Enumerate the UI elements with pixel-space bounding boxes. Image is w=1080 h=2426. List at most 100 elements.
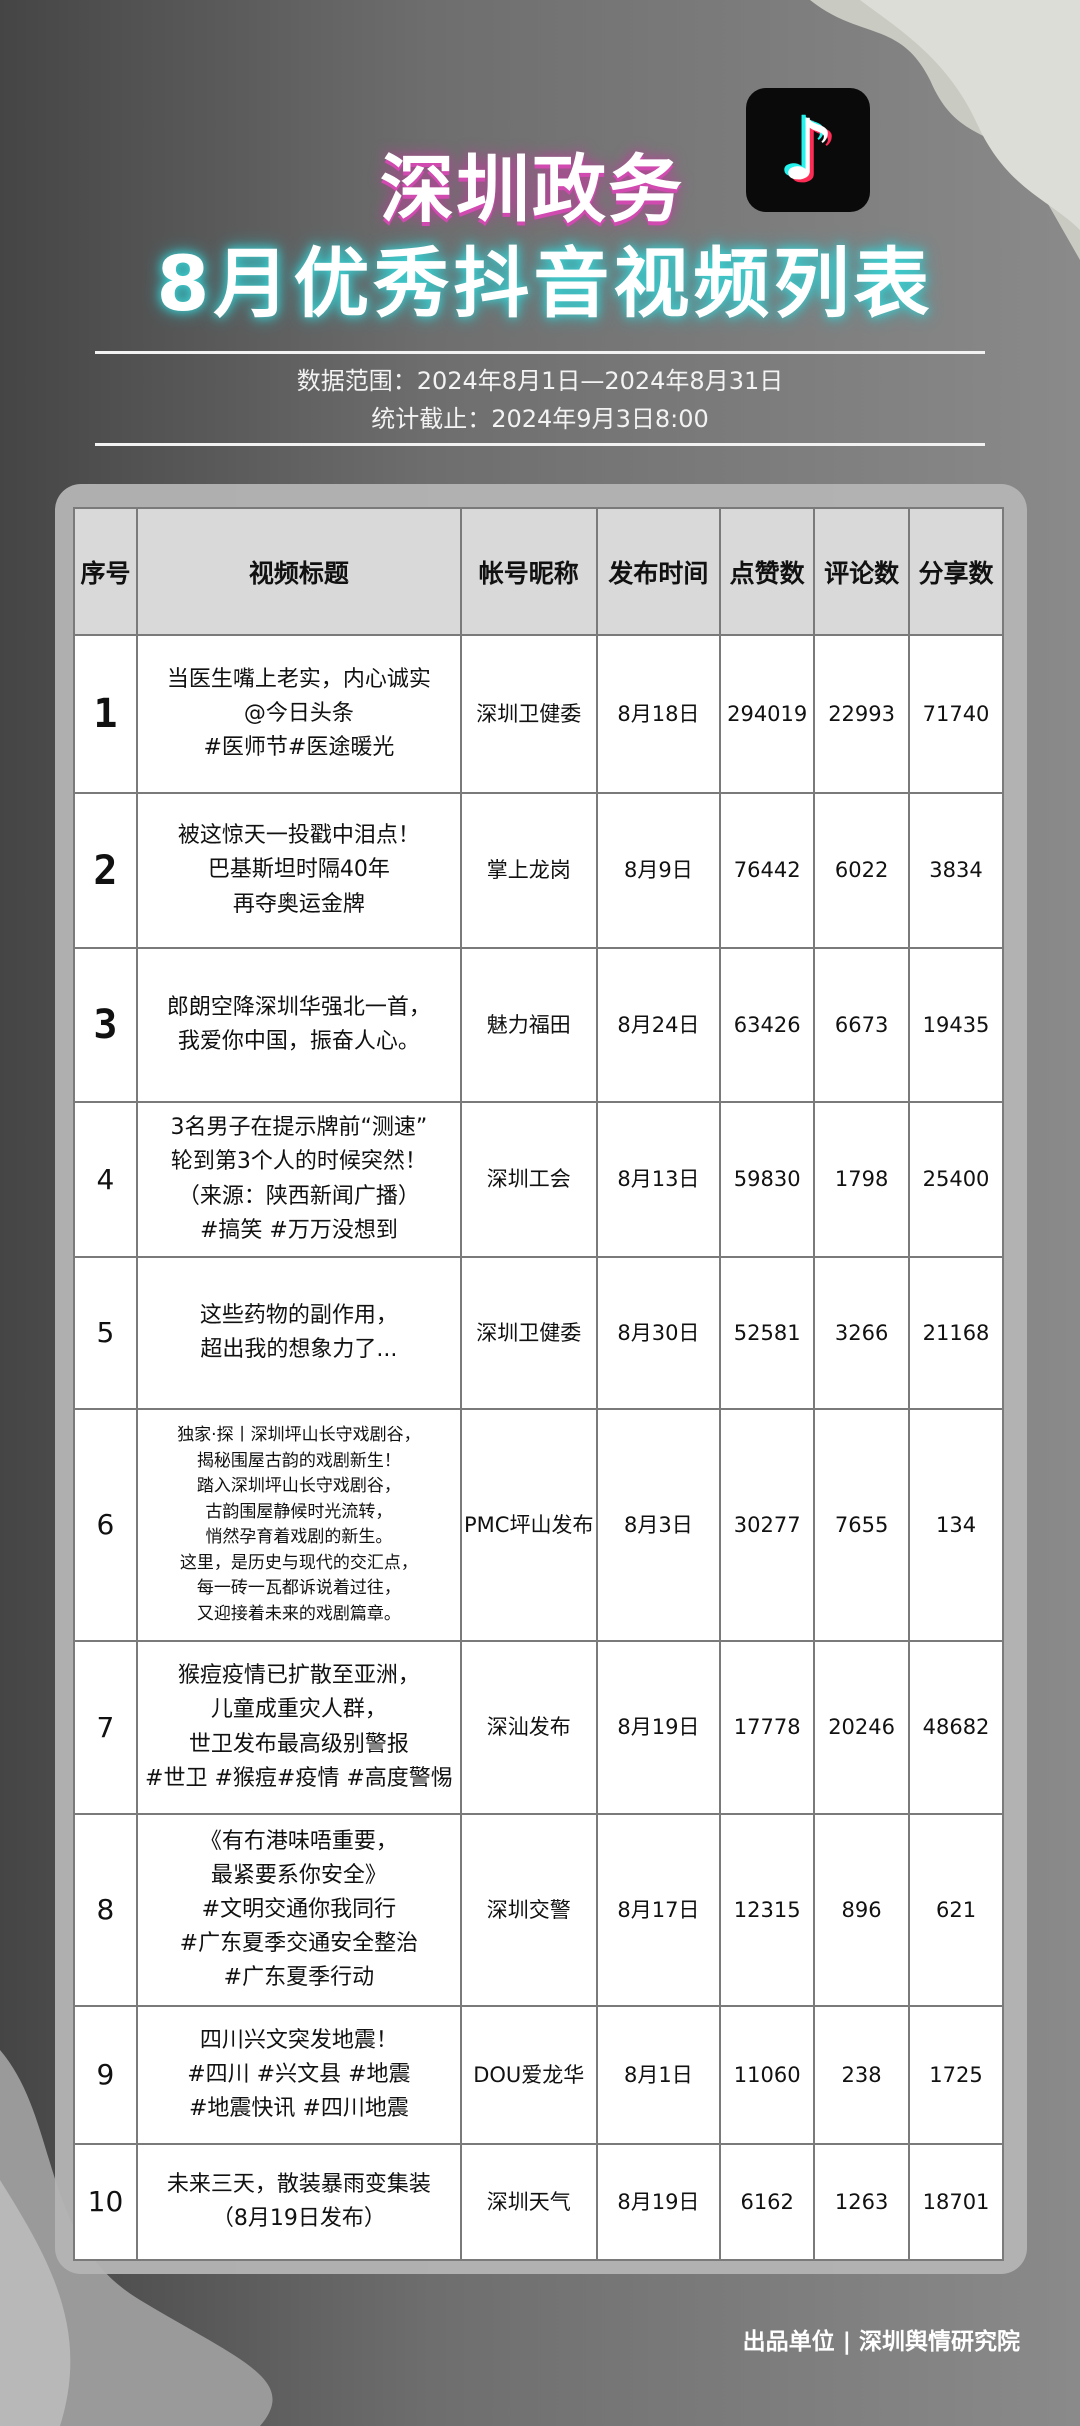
video-title-line: 巴基斯坦时隔40年 — [207, 857, 390, 883]
likes-cell: 52581 — [719, 1256, 816, 1410]
comments-cell: 1263 — [813, 2143, 911, 2261]
video-title-line: （8月19日发布） — [211, 2206, 386, 2231]
data-range-text: 数据范围：2024年8月1日—2024年8月31日 — [296, 367, 784, 395]
account-cell: PMC坪山发布 — [459, 1408, 598, 1642]
video-title-line: （来源：陕西新闻广播） — [177, 1183, 420, 1209]
col-header-shares: 分享数 — [908, 507, 1004, 636]
title-line-2: 8月优秀抖音视频列表 — [156, 239, 934, 328]
col-header-account: 帐号昵称 — [459, 507, 598, 636]
video-title-line: 再夺奥运金牌 — [232, 891, 365, 917]
comments-cell: 6673 — [813, 947, 911, 1103]
comments-cell: 3266 — [813, 1256, 911, 1410]
producer-credit: 出品单位 | 深圳舆情研究院 — [742, 2329, 1020, 2355]
title-line-1: 深圳政务 — [380, 147, 684, 233]
video-title-line: 《有冇港味唔重要， — [199, 1828, 398, 1854]
account-cell: 深圳卫健委 — [459, 1256, 598, 1410]
video-title-line: 悄然孕育着戏剧的新生。 — [205, 1527, 393, 1547]
video-title-cell: 未来三天，散装暴雨变集装 （8月19日发布） — [135, 2143, 462, 2261]
table-row: 4 3名男子在提示牌前“测速” 轮到第3个人的时候突然！ （来源：陕西新闻广播） #搞笑… — [73, 1101, 1004, 1258]
tiktok-logo-icon: ♪ — [746, 88, 870, 212]
video-title-cell: 猴痘疫情已扩散至亚洲， 儿童成重灾人群， 世卫发布最高级别警报 #世卫 #猴痘#疫情 … — [135, 1640, 462, 1815]
date-cell: 8月9日 — [595, 792, 722, 949]
video-title-cell: 当医生嘴上老实，内心诚实 @今日头条 #医师节#医途暖光 — [135, 634, 462, 794]
video-title-line: 踏入深圳坪山长守戏剧谷， — [196, 1476, 401, 1496]
likes-cell: 17778 — [719, 1640, 816, 1815]
video-title-line: 3名男子在提示牌前“测速” — [170, 1115, 428, 1141]
shares-cell: 71740 — [908, 634, 1004, 794]
video-title-cell: 四川兴文突发地震！ #四川 #兴文县 #地震 #地震快讯 #四川地震 — [135, 2005, 462, 2145]
table-header-row: 序号 视频标题 帐号昵称 发布时间 点赞数 评论数 分享数 — [73, 507, 1004, 636]
video-title-line: 独家·探丨深圳坪山长守戏剧谷， — [177, 1425, 421, 1445]
video-title-line: 每一砖一瓦都诉说着过往， — [196, 1578, 401, 1598]
rank-cell: 1 — [73, 634, 138, 794]
date-cell: 8月3日 — [595, 1408, 722, 1642]
rank-cell: 10 — [73, 2143, 138, 2261]
rank-cell: 5 — [73, 1256, 138, 1410]
comments-cell: 238 — [813, 2005, 911, 2145]
likes-cell: 76442 — [719, 792, 816, 949]
video-title-line: @今日头条 — [243, 700, 354, 726]
cutoff-text: 统计截止：2024年9月3日8:00 — [371, 405, 709, 433]
shares-cell: 134 — [908, 1408, 1004, 1642]
video-title-line: 揭秘围屋古韵的戏剧新生！ — [196, 1450, 401, 1471]
shares-cell: 3834 — [908, 792, 1004, 949]
video-title-line: 世卫发布最高级别警报 — [188, 1731, 409, 1757]
comments-cell: 22993 — [813, 634, 911, 794]
video-title-line: 最紧要系你安全》 — [210, 1862, 387, 1888]
comments-cell: 7655 — [813, 1408, 911, 1642]
video-title-cell: 《有冇港味唔重要， 最紧要系你安全》 #文明交通你我同行 #广东夏季交通安全整治 #广东… — [135, 1813, 462, 2007]
video-title-line: 这些药物的副作用， — [199, 1302, 398, 1328]
video-title-line: #世卫 #猴痘#疫情 #高度警惕 — [145, 1765, 453, 1791]
video-title-line: 被这惊天一投戳中泪点！ — [177, 823, 420, 849]
account-cell: 深圳卫健委 — [459, 634, 598, 794]
video-title-line: 猴痘疫情已扩散至亚洲， — [177, 1663, 420, 1689]
video-title-line: #文明交通你我同行 — [201, 1896, 397, 1922]
account-cell: DOU爱龙华 — [459, 2005, 598, 2145]
video-title-line: 郎朗空降深圳华强北一首， — [166, 994, 431, 1020]
likes-cell: 63426 — [719, 947, 816, 1103]
video-title-line: 超出我的想象力了... — [200, 1337, 398, 1362]
likes-cell: 59830 — [719, 1101, 816, 1258]
account-cell: 深汕发布 — [459, 1640, 598, 1815]
comments-cell: 896 — [813, 1813, 911, 2007]
rank-cell: 8 — [73, 1813, 138, 2007]
video-title-line: 当医生嘴上老实，内心诚实 — [166, 666, 431, 692]
likes-cell: 12315 — [719, 1813, 816, 2007]
video-title-cell: 郎朗空降深圳华强北一首， 我爱你中国，振奋人心。 — [135, 947, 462, 1103]
video-title-line: #广东夏季交通安全整治 — [179, 1931, 419, 1957]
video-title-line: 我爱你中国，振奋人心。 — [177, 1029, 420, 1054]
comments-cell: 6022 — [813, 792, 911, 949]
rank-cell: 4 — [73, 1101, 138, 1258]
likes-cell: 294019 — [719, 634, 816, 794]
video-title-line: 四川兴文突发地震！ — [199, 2027, 398, 2053]
shares-cell: 48682 — [908, 1640, 1004, 1815]
video-title-cell: 3名男子在提示牌前“测速” 轮到第3个人的时候突然！ （来源：陕西新闻广播） #搞笑 … — [135, 1101, 462, 1258]
shares-cell: 21168 — [908, 1256, 1004, 1410]
date-cell: 8月13日 — [595, 1101, 722, 1258]
date-cell: 8月24日 — [595, 947, 722, 1103]
table-row: 7 猴痘疫情已扩散至亚洲， 儿童成重灾人群， 世卫发布最高级别警报 #世卫 #猴痘#疫情… — [73, 1640, 1004, 1815]
video-ranking-table: 序号 视频标题 帐号昵称 发布时间 点赞数 评论数 分享数 1 当医生嘴上老实，内… — [73, 507, 1004, 2261]
date-cell: 8月1日 — [595, 2005, 722, 2145]
comments-cell: 20246 — [813, 1640, 911, 1815]
rank-cell: 7 — [73, 1640, 138, 1815]
table-row: 1 当医生嘴上老实，内心诚实 @今日头条 #医师节#医途暖光 深圳卫健委 8月18日 294… — [73, 634, 1004, 794]
divider-bottom — [95, 443, 985, 446]
rank-cell: 3 — [73, 947, 138, 1103]
col-header-title: 视频标题 — [135, 507, 462, 636]
col-header-date: 发布时间 — [595, 507, 722, 636]
video-title-cell: 被这惊天一投戳中泪点！ 巴基斯坦时隔40年 再夺奥运金牌 — [135, 792, 462, 949]
video-title-line: #四川 #兴文县 #地震 — [187, 2061, 411, 2087]
account-cell: 深圳工会 — [459, 1101, 598, 1258]
video-title-cell: 这些药物的副作用， 超出我的想象力了... — [135, 1256, 462, 1410]
comments-cell: 1798 — [813, 1101, 911, 1258]
video-title-line: 未来三天，散装暴雨变集装 — [166, 2171, 431, 2197]
video-title-line: #搞笑 #万万没想到 — [199, 1217, 398, 1243]
account-cell: 深圳天气 — [459, 2143, 598, 2261]
video-title-line: 又迎接着未来的戏剧篇章。 — [196, 1603, 401, 1624]
shares-cell: 18701 — [908, 2143, 1004, 2261]
date-cell: 8月19日 — [595, 2143, 722, 2261]
table-row: 3 郎朗空降深圳华强北一首， 我爱你中国，振奋人心。 魅力福田 8月24日 63426 66… — [73, 947, 1004, 1103]
shares-cell: 25400 — [908, 1101, 1004, 1258]
table-row: 9 四川兴文突发地震！ #四川 #兴文县 #地震 #地震快讯 #四川地震 DOU爱龙华 8… — [73, 2005, 1004, 2145]
